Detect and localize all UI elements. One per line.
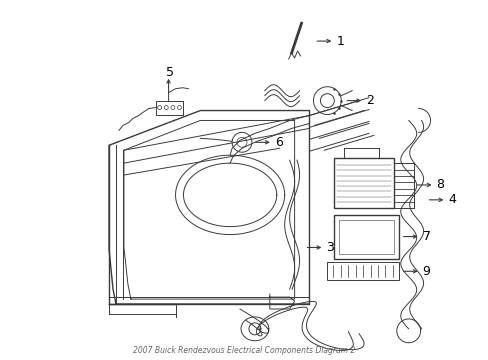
Text: 9: 9 bbox=[422, 265, 429, 278]
Bar bbox=[334, 158, 393, 208]
Text: 4: 4 bbox=[447, 193, 455, 206]
Text: 2: 2 bbox=[366, 94, 373, 107]
Bar bbox=[334, 215, 398, 260]
Text: 6: 6 bbox=[274, 136, 282, 149]
Bar bbox=[326, 262, 398, 280]
Text: 1: 1 bbox=[336, 35, 344, 48]
Bar bbox=[155, 100, 183, 114]
Text: 8: 8 bbox=[436, 179, 444, 192]
Text: 5: 5 bbox=[165, 66, 173, 79]
Bar bbox=[339, 220, 393, 255]
Text: 2007 Buick Rendezvous Electrical Components Diagram 2: 2007 Buick Rendezvous Electrical Compone… bbox=[133, 346, 354, 355]
Text: 3: 3 bbox=[325, 241, 334, 254]
Text: 7: 7 bbox=[422, 230, 430, 243]
